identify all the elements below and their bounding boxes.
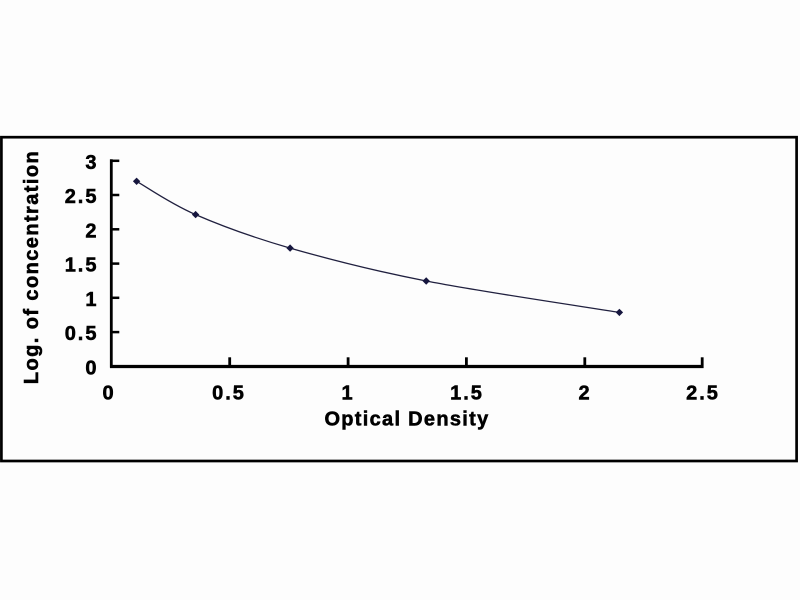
svg-text:0.5: 0.5 [212,383,246,405]
svg-text:1: 1 [85,289,98,311]
svg-text:1.5: 1.5 [450,383,484,405]
svg-text:Log. of concentration: Log. of concentration [21,150,43,384]
svg-text:0: 0 [102,383,115,405]
svg-text:3: 3 [85,152,98,174]
svg-text:0.5: 0.5 [65,323,99,345]
svg-text:2: 2 [578,383,591,405]
svg-text:2.5: 2.5 [65,186,99,208]
svg-text:Optical Density: Optical Density [324,409,489,431]
svg-text:0: 0 [85,357,98,379]
svg-text:1: 1 [341,383,354,405]
svg-text:2.5: 2.5 [686,383,720,405]
svg-text:2: 2 [85,220,98,242]
svg-text:1.5: 1.5 [65,255,99,277]
